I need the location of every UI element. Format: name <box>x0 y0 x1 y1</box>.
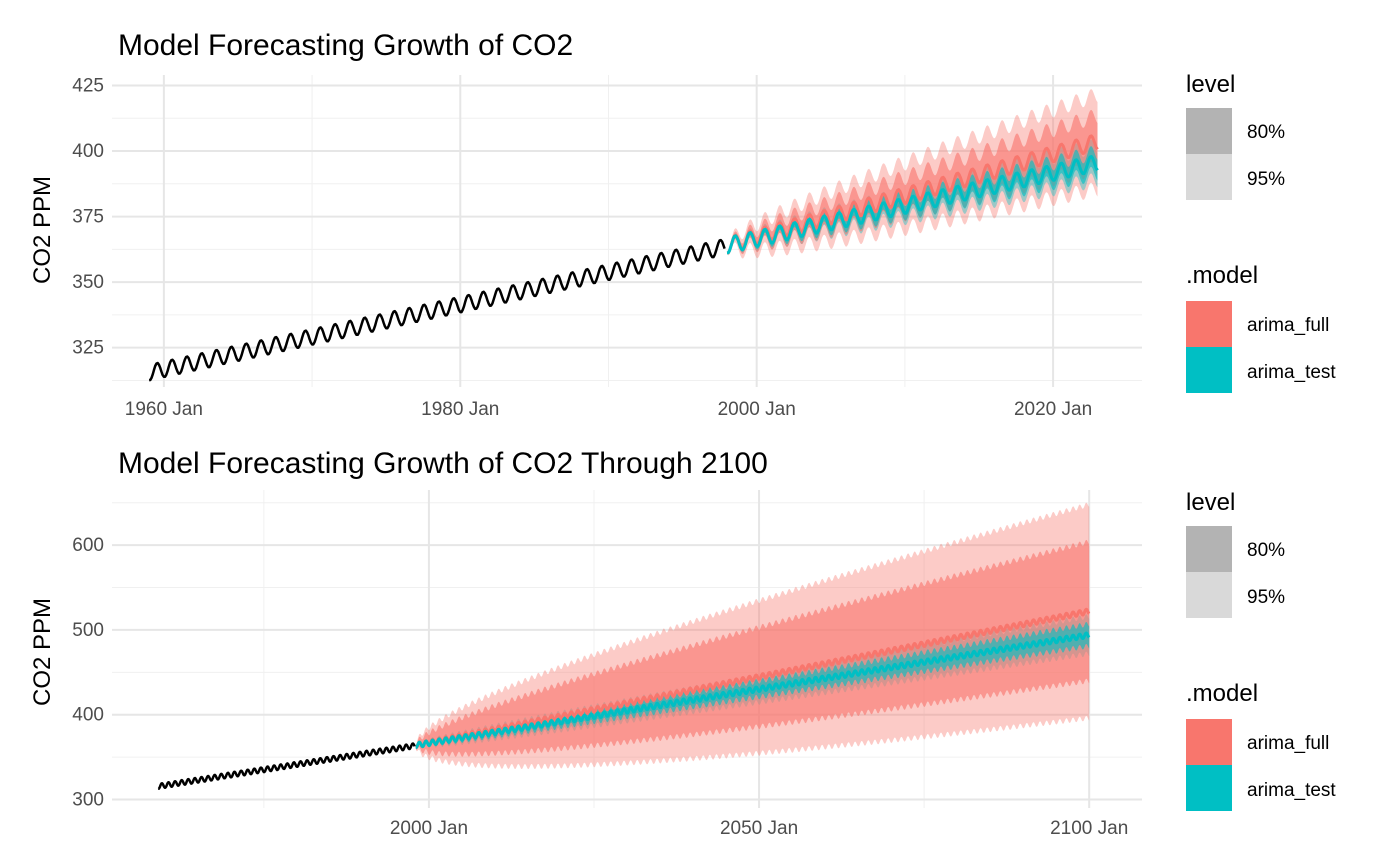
top-chart-plot-area: 1960 Jan 1980 Jan 2000 Jan 2020 Jan 325 350 37… <box>72 75 1142 420</box>
bottom-legend-level-95-label: 95% <box>1247 587 1285 608</box>
bottom-x-tick-label: 2000 Jan <box>390 818 468 839</box>
bottom-legend-arima-full-swatch <box>1186 719 1232 765</box>
top-x-tick-label: 1960 Jan <box>125 399 203 420</box>
bottom-chart-title: Model Forecasting Growth of CO2 Through … <box>118 447 768 480</box>
top-x-tick-label: 1980 Jan <box>421 399 499 420</box>
bottom-x-tick-label: 2050 Jan <box>720 818 798 839</box>
top-y-tick-label: 350 <box>72 272 104 293</box>
bottom-observed-co2-line <box>157 742 416 791</box>
bottom-y-tick-label: 300 <box>72 790 104 811</box>
bottom-arima-full-mean-line <box>414 607 1091 750</box>
top-legend-model-title: .model <box>1186 262 1258 289</box>
bottom-legend-level-95-swatch <box>1186 572 1232 618</box>
bottom-y-tick-label: 400 <box>72 705 104 726</box>
top-x-tick-label: 2020 Jan <box>1014 399 1092 420</box>
bottom-arima-full-80-band <box>415 539 1090 757</box>
top-legend-arima-test-label: arima_test <box>1247 362 1336 383</box>
top-legend-level-80-label: 80% <box>1247 122 1285 143</box>
top-legend-level-80-swatch <box>1186 108 1232 154</box>
top-chart-y-axis-label: CO2 PPM <box>29 176 56 284</box>
bottom-legend-arima-full-label: arima_full <box>1247 733 1329 754</box>
top-legend-level-95-swatch <box>1186 154 1232 200</box>
top-y-tick-label: 425 <box>72 75 104 96</box>
bottom-legend-model-title: .model <box>1186 680 1258 707</box>
top-x-tick-label: 2000 Jan <box>718 399 796 420</box>
top-chart-legend: level 80% 95% .model arima_full arima_te… <box>1186 71 1336 393</box>
bottom-arima-test-mean-line <box>414 631 1091 750</box>
top-legend-level-title: level <box>1186 71 1235 98</box>
bottom-legend-arima-test-label: arima_test <box>1247 780 1336 801</box>
top-legend-arima-test-swatch <box>1186 347 1232 393</box>
top-y-tick-label: 375 <box>72 207 104 228</box>
top-arima-test-mean-line <box>726 155 1099 255</box>
bottom-chart-y-axis-label: CO2 PPM <box>29 598 56 706</box>
bottom-legend-level-80-label: 80% <box>1247 540 1285 561</box>
top-y-tick-label: 400 <box>72 141 104 162</box>
top-observed-co2-line <box>148 238 726 382</box>
top-y-tick-label: 325 <box>72 338 104 359</box>
bottom-legend-level-title: level <box>1186 489 1235 516</box>
bottom-x-tick-label: 2100 Jan <box>1050 818 1128 839</box>
bottom-chart-legend: level 80% 95% .model arima_full arima_te… <box>1186 489 1336 811</box>
top-gridlines <box>112 75 1142 387</box>
bottom-y-tick-label: 500 <box>72 620 104 641</box>
bottom-y-tick-label: 600 <box>72 535 104 556</box>
top-legend-level-95-label: 95% <box>1247 169 1285 190</box>
top-chart-title: Model Forecasting Growth of CO2 <box>118 29 573 62</box>
bottom-chart-panel: Model Forecasting Growth of CO2 Through … <box>29 447 1142 839</box>
bottom-chart-plot-area: 2000 Jan 2050 Jan 2100 Jan 300 400 500 600 <box>72 490 1142 839</box>
bottom-legend-arima-test-swatch <box>1186 765 1232 811</box>
top-legend-arima-full-swatch <box>1186 301 1232 347</box>
bottom-legend-level-80-swatch <box>1186 526 1232 572</box>
top-chart-panel: Model Forecasting Growth of CO2 CO2 PPM … <box>29 29 1142 420</box>
top-legend-arima-full-label: arima_full <box>1247 315 1329 336</box>
